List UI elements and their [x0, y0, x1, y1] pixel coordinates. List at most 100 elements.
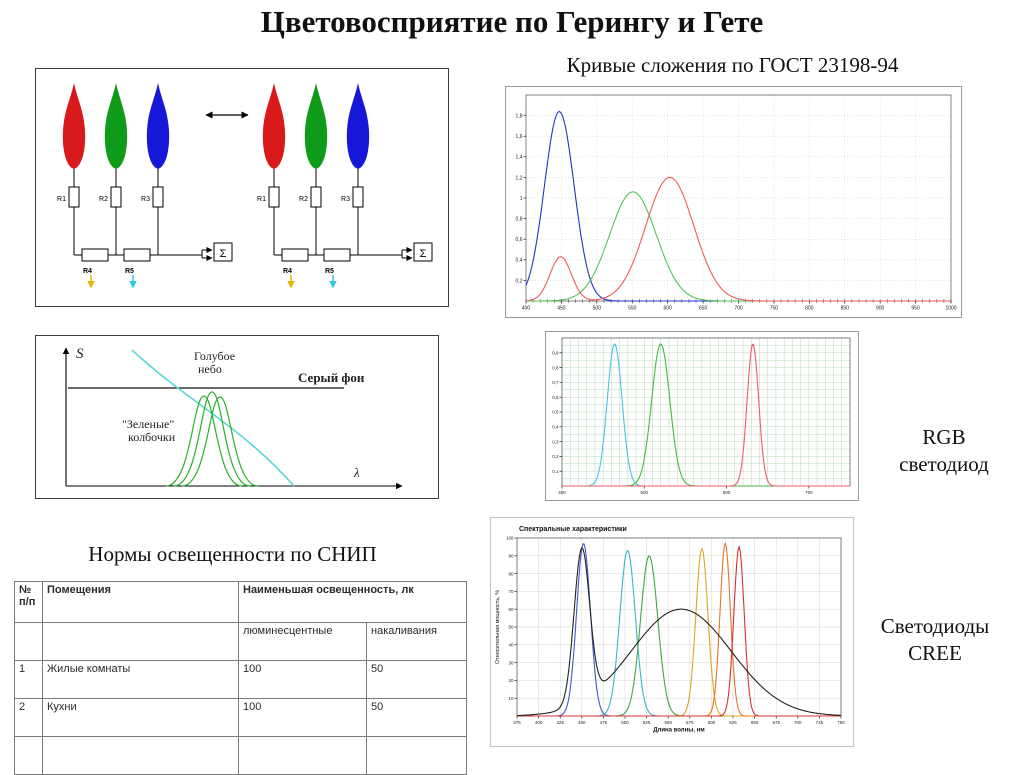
svg-text:850: 850: [841, 306, 850, 312]
svg-text:50: 50: [508, 625, 514, 630]
lamp-blue-icon: [146, 83, 170, 169]
chart-title: Спектральные характеристики: [519, 526, 627, 533]
resistor-r3: [352, 186, 364, 208]
lamp-red-icon: [262, 83, 286, 169]
tick-labels: 400 500 600 700 0,1 0,2 0,3 0,4 0,5 0,6 0,7 0,8 0,9: [552, 351, 813, 495]
lamp-circuit-svg: R1 R2 R3 R4 R5 Σ: [57, 83, 433, 289]
svg-text:0,8: 0,8: [516, 217, 523, 223]
cone-graph-svg: S λ Серый фон Голубое небо "Зеленые" кол…: [62, 346, 403, 490]
gray-background-label: Серый фон: [298, 370, 365, 385]
wires-left: [73, 169, 213, 261]
resistors-right: [268, 186, 433, 262]
cree-caption: Светодиоды CREE: [853, 613, 1017, 667]
cone-sensitivity-graph: S λ Серый фон Голубое небо "Зеленые" кол…: [35, 335, 439, 499]
svg-text:400: 400: [522, 306, 531, 312]
svg-text:675: 675: [772, 720, 780, 725]
table-row: 1 Жилые комнаты 100 50: [14, 660, 467, 699]
svg-text:0,7: 0,7: [552, 380, 559, 385]
blue-sky-label-line2: небо: [198, 362, 222, 376]
svg-text:1,2: 1,2: [516, 175, 523, 181]
svg-text:1,8: 1,8: [516, 114, 523, 120]
svg-text:0,8: 0,8: [552, 365, 559, 370]
cell-room: [42, 736, 239, 775]
cone-graph-labels: S λ Серый фон Голубое небо "Зеленые" кол…: [76, 346, 365, 480]
svg-text:750: 750: [770, 306, 779, 312]
cree-caption-line1: Светодиоды: [880, 614, 990, 638]
cree-caption-line2: CREE: [908, 641, 962, 665]
axes: [62, 347, 403, 490]
svg-text:0,6: 0,6: [552, 395, 559, 400]
svg-text:20: 20: [508, 678, 514, 683]
svg-text:600: 600: [723, 490, 731, 495]
svg-text:600: 600: [708, 720, 716, 725]
rgb-led-caption-line2: светодиод: [899, 452, 989, 476]
sigma-symbol: Σ: [420, 248, 427, 260]
svg-text:425: 425: [556, 720, 564, 725]
tick-labels: 400 450 500 550 600 650 700 750 800 850 900 950 1000…: [516, 114, 957, 312]
lamp-green-icon: [104, 83, 128, 169]
svg-text:450: 450: [578, 720, 586, 725]
svg-text:0,2: 0,2: [516, 278, 523, 284]
cell-num: [14, 736, 43, 775]
svg-text:725: 725: [816, 720, 824, 725]
svg-text:0,4: 0,4: [516, 258, 523, 264]
curve-red: [525, 176, 951, 302]
wires-right: [273, 169, 413, 261]
summator-box: [413, 242, 433, 262]
x-axis-label: Длина волны, нм: [653, 728, 705, 734]
svg-text:500: 500: [641, 490, 649, 495]
subheader-empty-1: [14, 622, 43, 661]
svg-text:60: 60: [508, 607, 514, 612]
resistor-r1: [268, 186, 280, 208]
cone-curve-1: [165, 395, 243, 487]
svg-text:700: 700: [734, 306, 743, 312]
svg-text:30: 30: [508, 660, 514, 665]
subheader-fluorescent: люминесцентные: [238, 622, 367, 661]
cell-incandescent: 50: [366, 698, 467, 737]
chart-canvas: [491, 518, 853, 746]
svg-text:575: 575: [686, 720, 694, 725]
resistor-r3: [152, 186, 164, 208]
lamp-group-right: R1 R2 R3 R4 R5 Σ: [257, 83, 433, 289]
svg-text:10: 10: [508, 696, 514, 701]
illumination-norms-table: № п/п Помещения Наименьшая освещенность,…: [14, 581, 467, 775]
svg-text:0,6: 0,6: [516, 237, 523, 243]
resistor-label-r1: R1: [57, 196, 66, 203]
rgb-led-caption: RGB светодиод: [868, 424, 1020, 478]
blue-sky-label-line1: Голубое: [194, 349, 235, 363]
table-header-row: № п/п Помещения Наименьшая освещенность,…: [14, 581, 467, 623]
svg-text:375: 375: [513, 720, 521, 725]
table-row: 2 Кухни 100 50: [14, 698, 467, 737]
svg-text:700: 700: [794, 720, 802, 725]
lamp-green-icon: [304, 83, 328, 169]
header-illumination: Наименьшая освещенность, лк: [238, 581, 467, 623]
resistor-r5: [323, 248, 351, 262]
svg-text:1,6: 1,6: [516, 134, 523, 140]
sigma-symbol: Σ: [220, 248, 227, 260]
svg-text:100: 100: [506, 536, 514, 541]
svg-text:0,1: 0,1: [552, 469, 559, 474]
resistor-label-r1: R1: [257, 196, 266, 203]
lamp-group-left: R1 R2 R3 R4 R5 Σ: [57, 83, 233, 289]
resistor-r1: [68, 186, 80, 208]
svg-text:0,5: 0,5: [552, 410, 559, 415]
svg-text:90: 90: [508, 554, 514, 559]
cree-led-spectrum-chart: 375 400 425 450 475 500 525 550 575 600 625 650 675 7…: [490, 517, 854, 747]
svg-text:450: 450: [557, 306, 566, 312]
svg-text:475: 475: [600, 720, 608, 725]
svg-text:625: 625: [729, 720, 737, 725]
svg-text:1000: 1000: [945, 306, 956, 312]
resistor-r5: [123, 248, 151, 262]
svg-text:400: 400: [558, 490, 566, 495]
curve-red: [517, 544, 841, 717]
svg-text:525: 525: [643, 720, 651, 725]
cell-fluorescent: [238, 736, 367, 775]
gost-color-matching-chart: 400 450 500 550 600 650 700 750 800 850 900 950 1000…: [505, 86, 962, 318]
header-num: № п/п: [14, 581, 43, 623]
table-row-partial: [14, 736, 467, 775]
svg-text:1,4: 1,4: [516, 155, 523, 161]
y-axis-label: S: [76, 346, 84, 362]
svg-text:400: 400: [535, 720, 543, 725]
table-subheader-row: люминесцентные накаливания: [14, 622, 467, 661]
cell-incandescent: 50: [366, 660, 467, 699]
